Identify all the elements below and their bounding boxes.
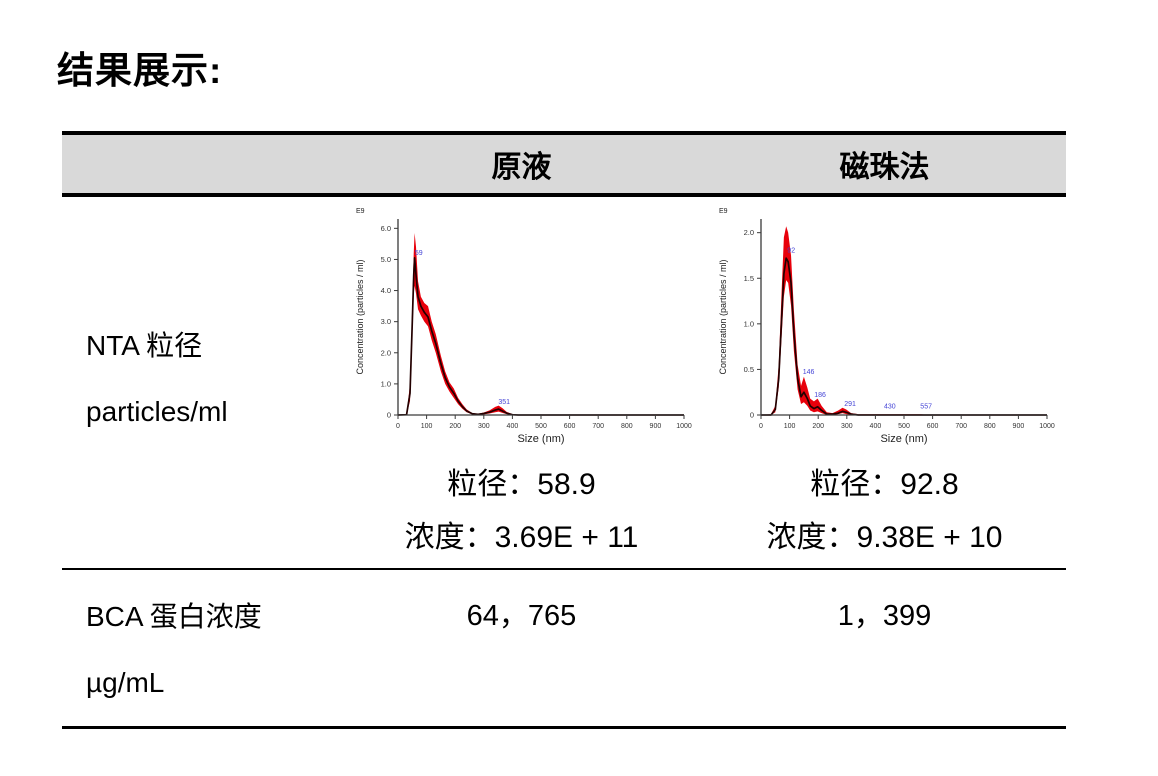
svg-text:300: 300 (477, 423, 489, 430)
svg-text:800: 800 (983, 423, 995, 430)
results-table: 原液 磁珠法 NTA 粒径 particles/ml 0 1.0 2.0 3.0 4.0… (62, 131, 1066, 729)
svg-text:E9: E9 (719, 208, 728, 215)
svg-text:900: 900 (649, 423, 661, 430)
svg-text:700: 700 (955, 423, 967, 430)
nta-stock-cell: 0 1.0 2.0 3.0 4.0 5.0 6.0 0 100 200 300 400 500 600 70… (340, 201, 703, 556)
svg-text:Size (nm): Size (nm) (880, 433, 927, 445)
nta-row-label-line2: particles/ml (86, 395, 228, 427)
svg-text:Concentration (particles / ml): Concentration (particles / ml) (355, 259, 365, 374)
svg-text:200: 200 (812, 423, 824, 430)
svg-text:4.0: 4.0 (380, 286, 390, 295)
svg-text:Size (nm): Size (nm) (517, 433, 564, 445)
table-row-bca: BCA 蛋白浓度 µg/mL 64，765 1，399 (62, 570, 1066, 729)
nta-size-distribution-chart-stock: 0 1.0 2.0 3.0 4.0 5.0 6.0 0 100 200 300 400 500 600 70… (355, 208, 692, 445)
svg-text:E9: E9 (356, 208, 365, 215)
bca-beads-value: 1，399 (837, 600, 932, 632)
bca-row-label-line1: BCA 蛋白浓度 (86, 601, 262, 632)
nta-size-distribution-chart-beads: 0 0.5 1.0 1.5 2.0 0 100 200 300 400 500 600 700 800 90… (718, 208, 1055, 445)
table-header-row: 原液 磁珠法 (62, 131, 1066, 197)
page-title: 结果展示: (57, 50, 223, 91)
svg-text:3.0: 3.0 (380, 317, 390, 326)
svg-text:900: 900 (1012, 423, 1024, 430)
nta-row-label: NTA 粒径 particles/ml (62, 201, 340, 556)
svg-text:400: 400 (506, 423, 518, 430)
svg-text:0: 0 (759, 423, 763, 430)
svg-text:100: 100 (420, 423, 432, 430)
svg-text:600: 600 (563, 423, 575, 430)
svg-text:500: 500 (898, 423, 910, 430)
nta-beads-concentration-value: 浓度：9.38E + 10 (766, 521, 1003, 554)
svg-text:500: 500 (535, 423, 547, 430)
svg-text:430: 430 (883, 404, 895, 411)
svg-text:400: 400 (869, 423, 881, 430)
svg-text:300: 300 (840, 423, 852, 430)
svg-text:1.0: 1.0 (743, 319, 753, 328)
nta-beads-size-value: 粒径：92.8 (810, 468, 959, 501)
bca-row-label: BCA 蛋白浓度 µg/mL (62, 584, 340, 716)
svg-text:600: 600 (926, 423, 938, 430)
svg-text:0: 0 (749, 411, 753, 420)
svg-text:Concentration (particles / ml): Concentration (particles / ml) (718, 259, 728, 374)
svg-text:800: 800 (620, 423, 632, 430)
svg-text:59: 59 (414, 250, 422, 257)
svg-text:1000: 1000 (1039, 423, 1055, 430)
svg-text:1000: 1000 (676, 423, 692, 430)
svg-text:0.5: 0.5 (743, 365, 753, 374)
nta-stock-size-value: 粒径：58.9 (447, 468, 596, 501)
column-header-beads: 磁珠法 (839, 151, 930, 184)
column-header-stock: 原液 (491, 151, 552, 184)
svg-text:291: 291 (844, 401, 856, 408)
svg-text:2.0: 2.0 (743, 228, 753, 237)
svg-text:92: 92 (787, 248, 795, 255)
svg-text:6.0: 6.0 (380, 224, 390, 233)
bca-row-label-line2: µg/mL (86, 667, 165, 698)
svg-text:5.0: 5.0 (380, 255, 390, 264)
svg-text:0: 0 (396, 423, 400, 430)
svg-text:2.0: 2.0 (380, 348, 390, 357)
svg-text:1.5: 1.5 (743, 274, 753, 283)
svg-text:146: 146 (802, 369, 814, 376)
svg-text:1.0: 1.0 (380, 379, 390, 388)
svg-text:100: 100 (783, 423, 795, 430)
svg-text:557: 557 (920, 404, 932, 411)
nta-stock-concentration-value: 浓度：3.69E + 11 (404, 521, 639, 554)
svg-text:351: 351 (498, 399, 510, 406)
bca-stock-value: 64，765 (466, 600, 577, 632)
nta-beads-cell: 0 0.5 1.0 1.5 2.0 0 100 200 300 400 500 600 700 800 90… (703, 201, 1066, 556)
svg-text:700: 700 (592, 423, 604, 430)
svg-text:200: 200 (449, 423, 461, 430)
nta-row-label-line1: NTA 粒径 (86, 329, 203, 361)
svg-text:0: 0 (386, 411, 390, 420)
svg-text:186: 186 (814, 392, 826, 399)
table-row-nta: NTA 粒径 particles/ml 0 1.0 2.0 3.0 4.0 5.0 6.0 0… (62, 197, 1066, 570)
